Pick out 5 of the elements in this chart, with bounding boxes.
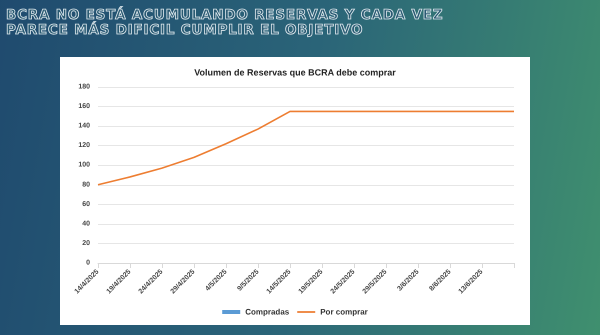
chart-subtitle: Volumen de Reservas que BCRA debe comprar — [194, 68, 396, 78]
chart-title: BCRA NO ESTÁ ACUMULANDO RESERVAS Y CADA VEZ PARECE MÁS DIFICIL CUMPLIR EL OBJETIVO — [6, 7, 444, 38]
line-series — [97, 110, 515, 186]
legend-label: Compradas — [245, 308, 290, 316]
legend-label: Por comprar — [320, 308, 368, 316]
